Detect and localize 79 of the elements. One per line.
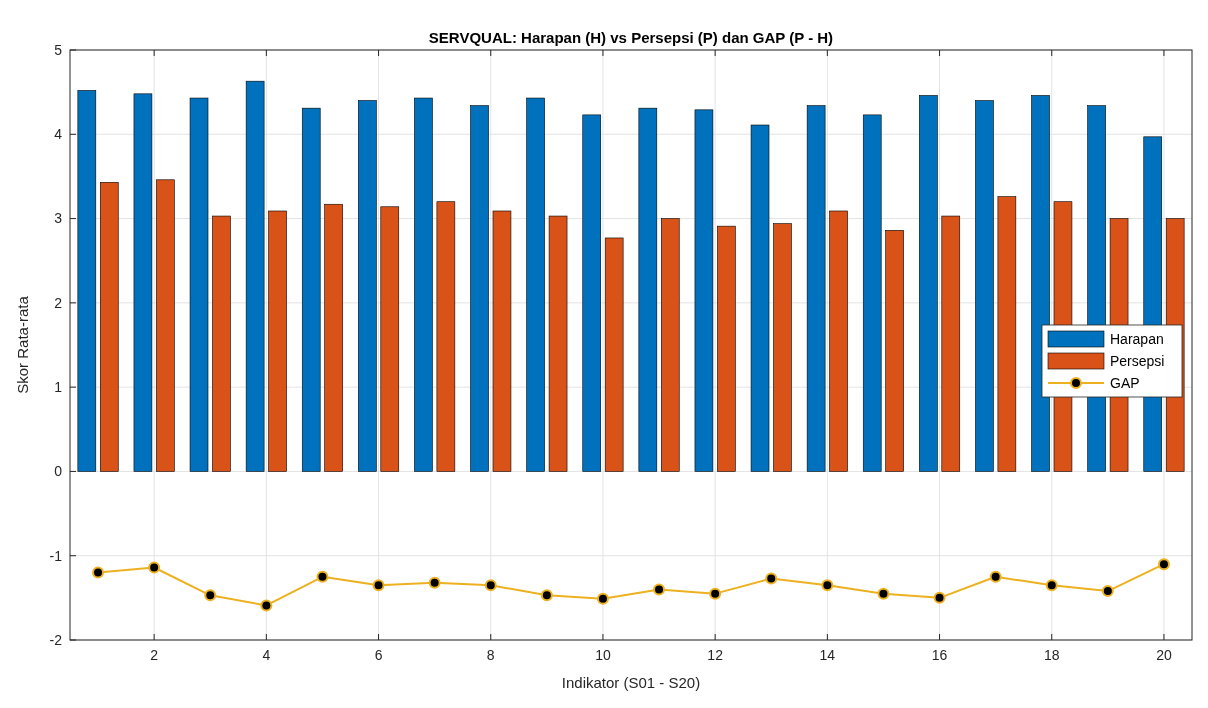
point (821, 579, 834, 592)
bar (358, 100, 377, 472)
x-tick-label: 20 (1156, 647, 1172, 663)
bar (548, 215, 568, 472)
point (92, 566, 105, 579)
bar (156, 179, 175, 472)
point (1157, 558, 1170, 571)
x-tick-label: 14 (819, 647, 836, 663)
y-tick-label: 5 (54, 41, 63, 58)
bar (717, 225, 736, 472)
point (428, 576, 441, 589)
point (989, 570, 1002, 583)
point (765, 572, 778, 585)
bar (829, 210, 848, 472)
chart-title: SERVQUAL: Harapan (H) vs Persepsi (P) dan GAP (P - H) (428, 29, 834, 46)
y-tick-label: 4 (54, 126, 63, 143)
y-axis-title: Skor Rata-rata (14, 295, 31, 394)
bar (941, 215, 961, 472)
bar (436, 201, 456, 472)
bar (604, 237, 624, 472)
bar (885, 230, 904, 472)
point (1101, 585, 1114, 598)
bar (301, 107, 321, 472)
bar (77, 90, 97, 472)
point (653, 583, 666, 596)
x-axis-title: Indikator (S01 - S20) (561, 674, 701, 691)
bar (806, 105, 826, 472)
bar (245, 80, 265, 472)
point (148, 561, 161, 574)
bar (694, 109, 714, 472)
legend-label: GAP (1110, 374, 1140, 391)
bar (862, 114, 882, 472)
bar (638, 107, 658, 472)
x-tick-label: 4 (262, 647, 271, 663)
bar (212, 215, 231, 472)
bar (99, 182, 119, 472)
bar (380, 206, 400, 472)
x-tick-label: 8 (486, 647, 495, 663)
bar (660, 218, 680, 472)
bar (324, 203, 343, 472)
y-tick-label: 1 (54, 379, 63, 396)
bar (750, 124, 770, 472)
point (1045, 579, 1058, 592)
point (204, 589, 217, 602)
bar (582, 114, 602, 472)
y-tick-label: -2 (49, 631, 63, 648)
point (596, 592, 609, 605)
x-tick-label: 18 (1043, 647, 1060, 663)
point (877, 587, 890, 600)
x-tick-label: 6 (374, 647, 383, 663)
bar (773, 223, 792, 472)
x-tick-label: 16 (931, 647, 948, 663)
point (484, 579, 497, 592)
y-tick-label: 0 (54, 463, 63, 480)
bar (1031, 95, 1050, 472)
point (316, 570, 329, 583)
bar (526, 97, 545, 472)
bar (492, 210, 512, 472)
bar (133, 93, 153, 472)
bar (470, 105, 489, 472)
x-tick-label: 10 (595, 647, 611, 663)
point (260, 599, 273, 612)
x-tick-label: 2 (150, 647, 159, 663)
bar (919, 95, 938, 472)
point (372, 579, 385, 592)
legend-label: Persepsi (1110, 352, 1165, 369)
y-tick-label: 2 (54, 294, 63, 311)
point (709, 587, 722, 600)
bar (189, 97, 209, 472)
bar (268, 210, 287, 472)
point (540, 589, 553, 602)
legend-label: Harapan (1110, 330, 1164, 347)
bar (975, 100, 994, 472)
bar (414, 97, 433, 472)
x-tick-label: 12 (707, 647, 724, 663)
y-tick-label: -1 (49, 547, 63, 564)
y-tick-label: 3 (54, 210, 63, 227)
bar (997, 196, 1017, 472)
point (933, 591, 946, 604)
